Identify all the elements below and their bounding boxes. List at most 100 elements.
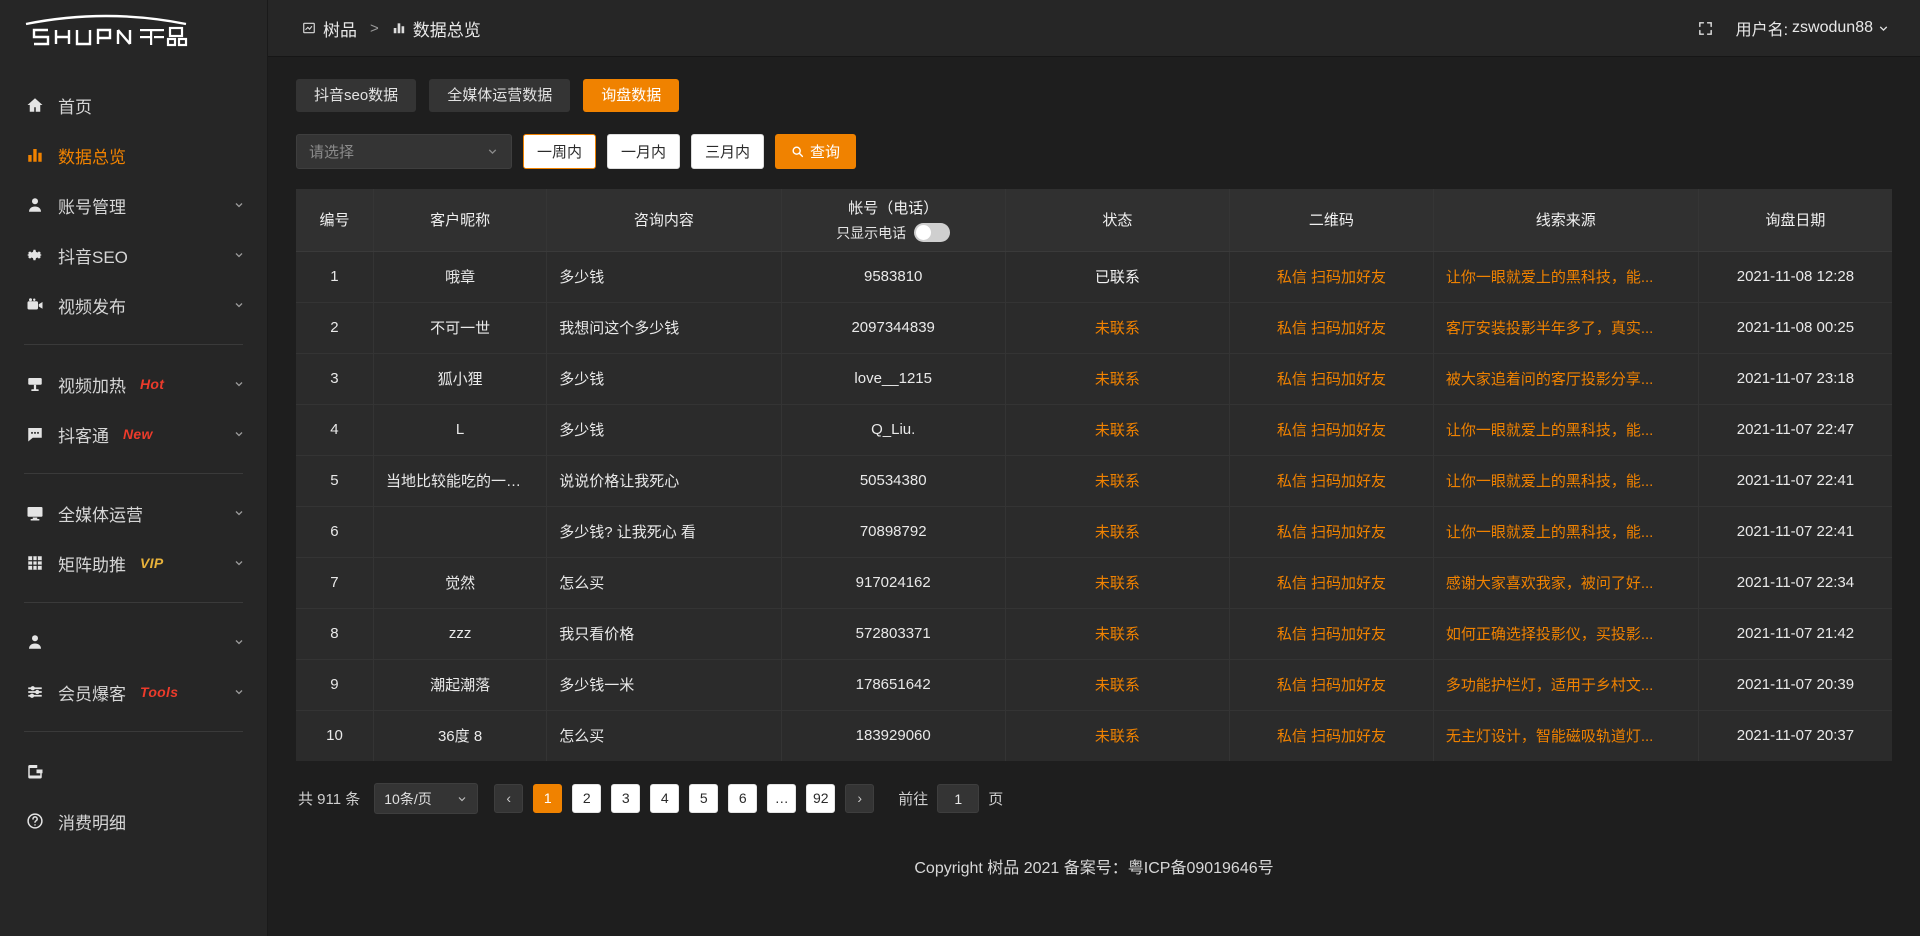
sidebar-item-video-publish[interactable]: 视频发布 <box>0 280 267 330</box>
table-row[interactable]: 8 zzz 我只看价格 572803371 未联系 私信 扫码加好友 如何正确选… <box>296 608 1892 660</box>
cell-qrcode[interactable]: 私信 扫码加好友 <box>1229 710 1434 761</box>
sidebar-item-all-media-operation[interactable]: 全媒体运营 <box>0 488 267 538</box>
range-button-one-month[interactable]: 一月内 <box>607 134 681 169</box>
sidebar-item-label: 视频加热 <box>58 376 126 396</box>
chevron-down-icon[interactable] <box>233 557 245 569</box>
cell-qrcode[interactable]: 私信 扫码加好友 <box>1229 506 1434 558</box>
table-row[interactable]: 4 L 多少钱 Q_Liu. 未联系 私信 扫码加好友 让你一眼就爱上的黑科技，… <box>296 404 1892 456</box>
table-row[interactable]: 10 36度 8 怎么买 183929060 未联系 私信 扫码加好友 无主灯设… <box>296 710 1892 761</box>
page-button-1[interactable]: 1 <box>533 784 563 813</box>
cell-source[interactable]: 让你一眼就爱上的黑科技，能... <box>1433 506 1699 558</box>
chevron-down-icon[interactable] <box>233 378 245 390</box>
query-button[interactable]: 查询 <box>775 134 857 169</box>
sidebar-item-member-burst[interactable] <box>0 617 267 667</box>
sidebar-item-home[interactable]: 首页 <box>0 80 267 130</box>
account-select-value: 请选择 <box>309 144 355 161</box>
sidebar-item-label: 账号管理 <box>58 197 126 217</box>
cell-qrcode[interactable]: 私信 扫码加好友 <box>1229 353 1434 405</box>
page-button-92[interactable]: 92 <box>806 784 836 813</box>
brand-logo[interactable] <box>0 0 267 66</box>
chevron-down-icon[interactable] <box>233 299 245 311</box>
sidebar-item-lead-monitor[interactable]: 会员爆客 Tools <box>0 667 267 717</box>
goto-input[interactable] <box>937 784 980 813</box>
user-menu[interactable]: 用户名: zswodun88 <box>1736 16 1890 40</box>
page-button-3[interactable]: 3 <box>611 784 641 813</box>
table-row[interactable]: 7 觉然 怎么买 917024162 未联系 私信 扫码加好友 感谢大家喜欢我家… <box>296 557 1892 609</box>
cell-qrcode[interactable]: 私信 扫码加好友 <box>1229 404 1434 456</box>
table-row[interactable]: 2 不可一世 我想问这个多少钱 2097344839 未联系 私信 扫码加好友 … <box>296 302 1892 354</box>
cell-account: Q_Liu. <box>781 404 1006 456</box>
fullscreen-icon[interactable] <box>1697 20 1714 37</box>
cell-source[interactable]: 让你一眼就爱上的黑科技，能... <box>1433 251 1699 303</box>
page-size-select[interactable]: 10条/页 <box>374 783 479 814</box>
page-button-2[interactable]: 2 <box>572 784 602 813</box>
phone-only-toggle[interactable] <box>914 223 951 243</box>
sidebar-item-instructions[interactable]: 消费明细 <box>0 796 267 846</box>
sidebar-item-douketong[interactable]: 抖客通 New <box>0 409 267 459</box>
range-button-one-week[interactable]: 一周内 <box>523 134 597 169</box>
sidebar-item-douyin-seo[interactable]: 抖音SEO <box>0 230 267 280</box>
cell-content: 多少钱 <box>546 353 782 405</box>
cell-source[interactable]: 无主灯设计，智能磁吸轨道灯... <box>1433 710 1699 761</box>
cell-date: 2021-11-07 22:34 <box>1698 557 1892 609</box>
cell-source[interactable]: 客厅安装投影半年多了，真实... <box>1433 302 1699 354</box>
cell-qrcode[interactable]: 私信 扫码加好友 <box>1229 455 1434 507</box>
account-select[interactable]: 请选择 <box>296 134 512 169</box>
sidebar-item-consumption-detail[interactable] <box>0 746 267 796</box>
chevron-down-icon[interactable] <box>233 199 245 211</box>
cell-qrcode[interactable]: 私信 扫码加好友 <box>1229 608 1434 660</box>
cell-source[interactable]: 让你一眼就爱上的黑科技，能... <box>1433 455 1699 507</box>
cell-content: 我想问这个多少钱 <box>546 302 782 354</box>
col-header-source: 线索来源 <box>1433 189 1699 252</box>
cell-source[interactable]: 感谢大家喜欢我家，被问了好... <box>1433 557 1699 609</box>
col-header-content: 咨询内容 <box>546 189 782 252</box>
breadcrumb-item-current[interactable]: 数据总览 <box>392 16 481 41</box>
shupin-logo-icon <box>25 14 188 47</box>
table-row[interactable]: 1 哦章 多少钱 9583810 已联系 私信 扫码加好友 让你一眼就爱上的黑科… <box>296 251 1892 303</box>
chevron-down-icon[interactable] <box>233 428 245 440</box>
cell-id: 8 <box>296 608 374 660</box>
next-page-button[interactable]: › <box>845 784 875 813</box>
table-row[interactable]: 5 当地比较能吃的一位美女 说说价格让我死心 50534380 未联系 私信 扫… <box>296 455 1892 507</box>
cell-qrcode[interactable]: 私信 扫码加好友 <box>1229 557 1434 609</box>
cell-source[interactable]: 如何正确选择投影仪，买投影... <box>1433 608 1699 660</box>
page-button-5[interactable]: 5 <box>689 784 719 813</box>
chevron-down-icon[interactable] <box>233 507 245 519</box>
cell-qrcode[interactable]: 私信 扫码加好友 <box>1229 251 1434 303</box>
cell-status: 未联系 <box>1005 710 1231 761</box>
prev-page-button[interactable]: ‹ <box>494 784 524 813</box>
wallet-icon <box>24 760 46 782</box>
sidebar-item-account-management[interactable]: 账号管理 <box>0 180 267 230</box>
footer-copyright: Copyright 树品 2021 备案号：粤ICP备09019646号 <box>914 860 1274 877</box>
chevron-down-icon[interactable] <box>233 686 245 698</box>
tab-inquiry-data[interactable]: 询盘数据 <box>583 79 680 112</box>
cell-source[interactable]: 让你一眼就爱上的黑科技，能... <box>1433 404 1699 456</box>
table-row[interactable]: 3 狐小狸 多少钱 love__1215 未联系 私信 扫码加好友 被大家追着问… <box>296 353 1892 405</box>
table-row[interactable]: 9 潮起潮落 多少钱一米 178651642 未联系 私信 扫码加好友 多功能护… <box>296 659 1892 711</box>
cell-date: 2021-11-07 21:42 <box>1698 608 1892 660</box>
sidebar-item-video-boost[interactable]: 视频加热 Hot <box>0 359 267 409</box>
page-button-4[interactable]: 4 <box>650 784 680 813</box>
table-row[interactable]: 6 多少钱? 让我死心 看 70898792 未联系 私信 扫码加好友 让你一眼… <box>296 506 1892 558</box>
chevron-down-icon[interactable] <box>233 249 245 261</box>
tab-all-media-data[interactable]: 全媒体运营数据 <box>429 79 571 112</box>
page-ellipsis-button[interactable]: … <box>767 784 797 813</box>
page-button-6[interactable]: 6 <box>728 784 758 813</box>
cell-qrcode[interactable]: 私信 扫码加好友 <box>1229 659 1434 711</box>
breadcrumb-item-root[interactable]: 树品 <box>302 16 357 41</box>
member-icon <box>24 631 46 653</box>
tab-douyin-seo-data[interactable]: 抖音seo数据 <box>296 79 417 112</box>
sidebar-item-data-overview[interactable]: 数据总览 <box>0 130 267 180</box>
cell-id: 1 <box>296 251 374 303</box>
cell-date: 2021-11-07 20:37 <box>1736 727 1855 745</box>
cell-qrcode[interactable]: 私信 扫码加好友 <box>1229 302 1434 354</box>
cell-source[interactable]: 多功能护栏灯，适用于乡村文... <box>1433 659 1699 711</box>
sidebar-item-label: 会员爆客 <box>58 684 126 704</box>
sidebar-item-matrix-boost[interactable]: 矩阵助推 VIP <box>0 538 267 588</box>
sidebar-divider <box>24 731 243 732</box>
cell-source[interactable]: 被大家追着问的客厅投影分享... <box>1433 353 1699 405</box>
chevron-down-icon[interactable] <box>233 636 245 648</box>
chevron-down-icon[interactable] <box>1877 22 1890 35</box>
cell-content: 说说价格让我死心 <box>546 455 782 507</box>
range-button-three-months[interactable]: 三月内 <box>691 134 765 169</box>
